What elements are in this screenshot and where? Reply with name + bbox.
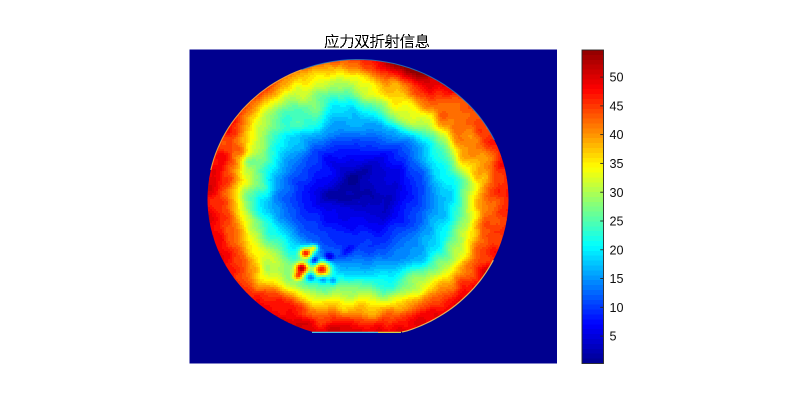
svg-text:20: 20	[610, 243, 624, 257]
svg-text:40: 40	[610, 128, 624, 142]
svg-text:15: 15	[610, 272, 624, 286]
svg-text:25: 25	[610, 215, 624, 229]
svg-text:45: 45	[610, 100, 624, 114]
svg-text:10: 10	[610, 301, 624, 315]
svg-text:35: 35	[610, 157, 624, 171]
svg-text:30: 30	[610, 186, 624, 200]
svg-text:5: 5	[610, 330, 617, 344]
svg-text:50: 50	[610, 71, 624, 85]
